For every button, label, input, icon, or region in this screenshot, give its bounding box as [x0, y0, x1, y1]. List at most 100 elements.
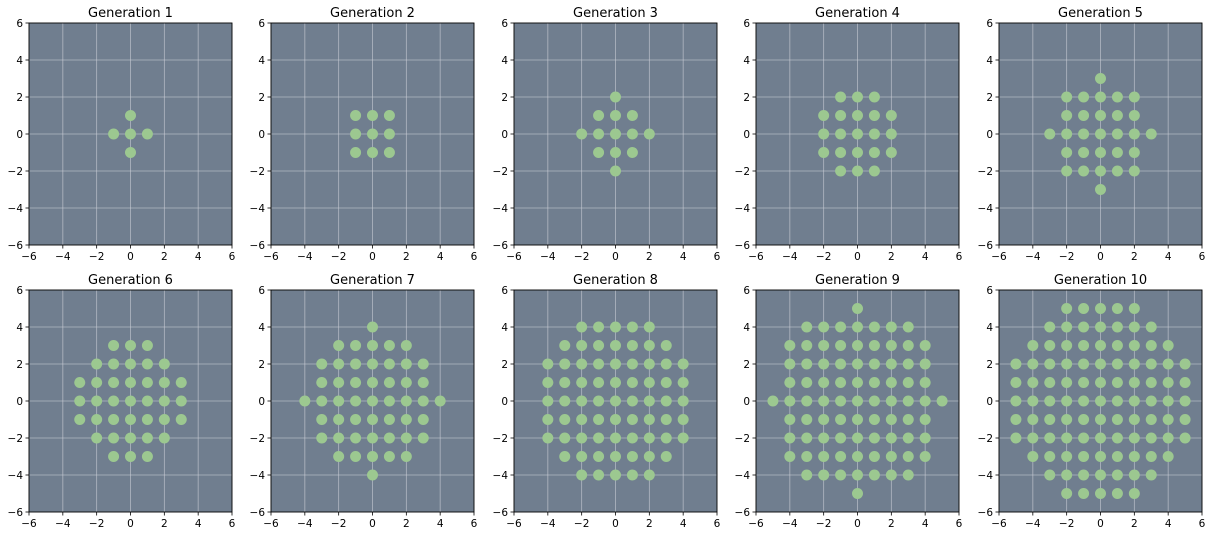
data-point	[818, 340, 830, 351]
data-point	[801, 377, 813, 388]
subplot-generation-2: Generation 2 −6 −4 −2 0 2 4 6 −6 −4 −2 0 2 4 6	[250, 6, 478, 263]
y-tick-label: 6	[743, 285, 750, 297]
data-point	[400, 395, 412, 407]
data-point	[1078, 91, 1090, 103]
data-point	[1128, 128, 1140, 140]
data-point	[919, 340, 931, 351]
data-point	[868, 377, 880, 388]
x-tick-label: 6	[1199, 251, 1206, 263]
data-point	[1162, 395, 1174, 407]
y-tick-label: 0	[501, 396, 508, 408]
data-point	[852, 340, 863, 351]
x-tick-label: −6	[506, 251, 522, 263]
data-point	[576, 377, 588, 388]
data-point	[852, 165, 863, 177]
x-tick-label: −2	[331, 251, 346, 263]
x-tick-label: 2	[888, 518, 895, 530]
subplot-generation-10: Generation 10 −6 −4 −2 0 2 4 6 −6 −4 −2 0 2 4 6	[978, 273, 1206, 530]
y-tick-label: 4	[258, 55, 265, 67]
data-point	[1179, 414, 1191, 425]
data-point	[902, 432, 914, 444]
subplot-title: Generation 7	[330, 273, 415, 288]
y-tick-label: −4	[978, 470, 994, 482]
data-point	[767, 395, 779, 407]
data-point	[316, 358, 328, 370]
data-point	[367, 451, 378, 462]
data-point	[542, 358, 554, 370]
data-point	[400, 432, 412, 444]
x-tick-label: 0	[854, 518, 861, 530]
data-point	[835, 110, 847, 121]
x-tick-label: −4	[782, 251, 798, 263]
x-tick-label: −6	[263, 251, 279, 263]
data-point	[1095, 128, 1106, 140]
data-point	[1061, 147, 1073, 158]
y-tick-label: −6	[250, 240, 266, 252]
data-point	[91, 432, 103, 444]
data-point	[1128, 451, 1140, 462]
data-point	[835, 395, 847, 407]
data-point	[1061, 469, 1073, 481]
y-tick-label: 4	[743, 55, 750, 67]
data-point	[542, 377, 554, 388]
data-point	[610, 358, 621, 370]
data-point	[125, 358, 136, 370]
data-point	[919, 451, 931, 462]
data-point	[576, 451, 588, 462]
y-tick-label: 6	[16, 18, 23, 30]
data-point	[626, 395, 638, 407]
y-tick-label: 4	[986, 322, 993, 334]
data-point	[1162, 377, 1174, 388]
data-point	[1044, 340, 1056, 351]
x-tick-label: 6	[229, 518, 236, 530]
data-point	[108, 377, 120, 388]
y-tick-label: 0	[258, 129, 265, 141]
data-point	[1162, 358, 1174, 370]
data-point	[852, 128, 863, 140]
data-point	[593, 340, 605, 351]
x-tick-label: −4	[1025, 251, 1041, 263]
data-point	[1044, 414, 1056, 425]
y-tick-label: −2	[8, 166, 23, 178]
y-tick-label: 6	[16, 285, 23, 297]
data-point	[818, 469, 830, 481]
y-tick-label: 0	[258, 396, 265, 408]
data-point	[868, 321, 880, 333]
data-point	[835, 469, 847, 481]
data-point	[1078, 165, 1090, 177]
subplot-generation-6: Generation 6 −6 −4 −2 0 2 4 6 −6 −4 −2 0 2 4 6	[8, 273, 236, 530]
data-point	[626, 377, 638, 388]
data-point	[158, 432, 170, 444]
data-point	[801, 451, 813, 462]
data-point	[1027, 358, 1039, 370]
y-tick-label: −2	[978, 433, 993, 445]
data-point	[1044, 358, 1056, 370]
data-point	[1179, 358, 1191, 370]
data-point	[835, 91, 847, 103]
y-tick-label: 2	[743, 359, 750, 371]
data-point	[350, 432, 362, 444]
x-tick-label: −2	[89, 251, 104, 263]
data-point	[1061, 358, 1073, 370]
y-tick-label: −4	[250, 203, 266, 215]
data-point	[868, 147, 880, 158]
data-point	[902, 377, 914, 388]
data-point	[610, 395, 621, 407]
y-tick-label: −6	[493, 240, 509, 252]
data-point	[610, 110, 621, 121]
x-tick-label: −4	[297, 518, 313, 530]
data-point	[1078, 377, 1090, 388]
data-point	[576, 358, 588, 370]
subplot-title: Generation 5	[1058, 6, 1143, 21]
data-point	[1145, 340, 1157, 351]
data-point	[818, 321, 830, 333]
y-tick-label: 0	[986, 129, 993, 141]
data-point	[784, 432, 796, 444]
data-point	[559, 451, 571, 462]
x-tick-label: 4	[1165, 251, 1172, 263]
subplot-title: Generation 3	[573, 6, 658, 21]
y-tick-label: 0	[743, 129, 750, 141]
data-point	[801, 432, 813, 444]
data-point	[383, 432, 395, 444]
data-point	[1078, 110, 1090, 121]
